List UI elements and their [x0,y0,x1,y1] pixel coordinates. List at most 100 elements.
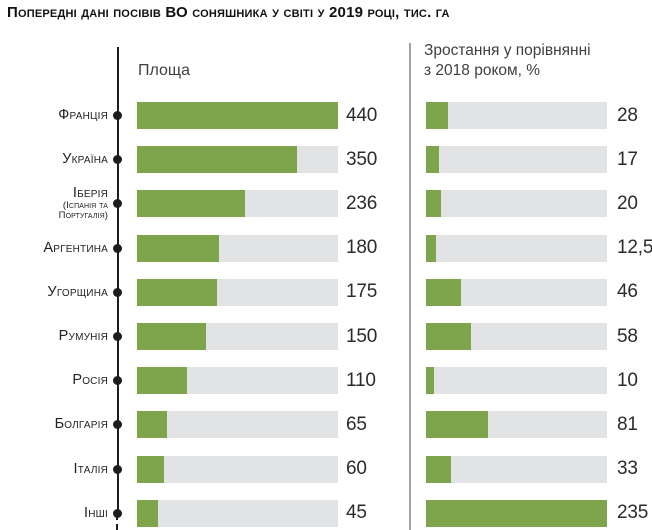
growth-column-header-line2: з 2018 роком, % [424,61,541,79]
area-value-label: 110 [346,369,376,391]
area-bar-track [137,499,338,527]
growth-bar-fill [426,190,441,218]
category-label-text: Болгарія [54,416,108,433]
area-bar-fill [137,102,338,129]
growth-value-label: 33 [617,458,638,480]
area-bar-track [137,367,338,395]
category-label-text: Іберія [72,185,108,202]
area-bar-track [137,146,338,174]
category-label: Угорщина [0,279,108,306]
growth-bar-fill [426,323,471,350]
category-sublabel-text: Португалія) [58,210,108,222]
category-label-text: Росія [72,372,108,389]
growth-bar-track [426,411,607,439]
growth-bar-track [426,367,607,395]
area-bar-track [137,234,338,262]
area-value-label: 350 [346,148,378,170]
growth-value-label: 12,5 [617,237,652,259]
area-value-label: 180 [346,237,378,259]
axis-bullet-icon [113,243,122,253]
axis-bullet-icon [113,199,122,209]
growth-bar-track [426,234,607,262]
area-bar-fill [137,411,167,439]
area-value-label: 440 [346,104,378,126]
category-label: Болгарія [0,411,108,438]
area-bar-fill [137,323,206,350]
axis-bullet-icon [113,287,122,297]
area-value-label: 45 [346,502,367,524]
growth-bar-track [426,190,607,218]
growth-column-header: Зростання у порівнянні з 2018 роком, % [424,41,591,80]
panel-divider-line [409,43,411,530]
area-value-label: 60 [346,458,367,480]
axis-bullet-icon [113,464,122,474]
growth-bar-fill [426,367,434,395]
area-value-label: 236 [346,192,378,214]
category-label-text: Аргентина [43,239,108,256]
axis-bullet-icon [113,420,122,430]
growth-value-label: 235 [617,502,649,524]
area-bar-fill [137,190,245,218]
axis-bullet-icon [113,376,122,386]
growth-column-header-line1: Зростання у порівнянні [424,42,591,59]
category-label: Румунія [0,323,108,350]
growth-value-label: 28 [617,104,638,126]
growth-bar-fill [426,146,439,174]
area-bar-track [137,278,338,306]
axis-bullet-icon [113,111,122,120]
growth-value-label: 20 [617,192,638,214]
growth-bar-track [426,146,607,174]
area-bar-fill [137,367,187,395]
category-label: Росія [0,367,108,394]
growth-value-label: 17 [617,148,638,170]
growth-bar-fill [426,411,488,439]
growth-bar-fill [426,455,451,483]
area-bar-fill [137,234,219,262]
growth-value-label: 81 [617,413,638,435]
growth-bar-track [426,323,607,350]
category-label-text: Франція [58,107,108,123]
axis-bullet-icon [113,155,122,165]
growth-bar-fill [426,234,436,262]
area-value-label: 175 [346,281,378,303]
growth-value-label: 10 [617,369,638,391]
growth-bar-fill [426,102,448,129]
axis-bullet-icon [113,508,122,518]
category-label-text: Інші [84,504,108,521]
category-label-text: Румунія [58,328,108,344]
growth-value-label: 58 [617,325,638,347]
chart-title: Попередні дані посівів ВО соняшника у св… [7,4,450,21]
area-bar-fill [137,499,158,527]
area-bar-fill [137,278,217,306]
category-label: Україна [0,146,108,173]
category-label: Аргентина [0,235,108,262]
category-label: Інші [0,500,108,527]
category-label-text: Угорщина [47,283,108,300]
axis-bullet-icon [113,332,122,341]
category-label-text: Україна [62,151,108,168]
growth-bar-track [426,499,607,527]
growth-bar-fill [426,499,607,527]
area-value-label: 150 [346,325,378,347]
growth-bar-track [426,455,607,483]
area-column-header: Площа [138,62,190,79]
area-bar-track [137,190,338,218]
area-bar-fill [137,455,164,483]
category-label: Італія [0,456,108,483]
category-sublabel-text: (Іспанія та [62,200,108,212]
growth-bar-track [426,278,607,306]
category-axis-line-dash [115,514,118,530]
category-label-text: Італія [73,460,108,477]
area-bar-fill [137,146,297,174]
growth-bar-track [426,102,607,129]
category-label: Франція [0,102,108,129]
area-bar-track [137,455,338,483]
area-bar-track [137,102,338,129]
category-label: Іберія (Іспанія та Португалія) [0,186,108,221]
area-value-label: 65 [346,413,367,435]
area-bar-track [137,411,338,439]
growth-value-label: 46 [617,281,638,303]
category-axis-line [116,47,119,514]
area-bar-track [137,323,338,350]
